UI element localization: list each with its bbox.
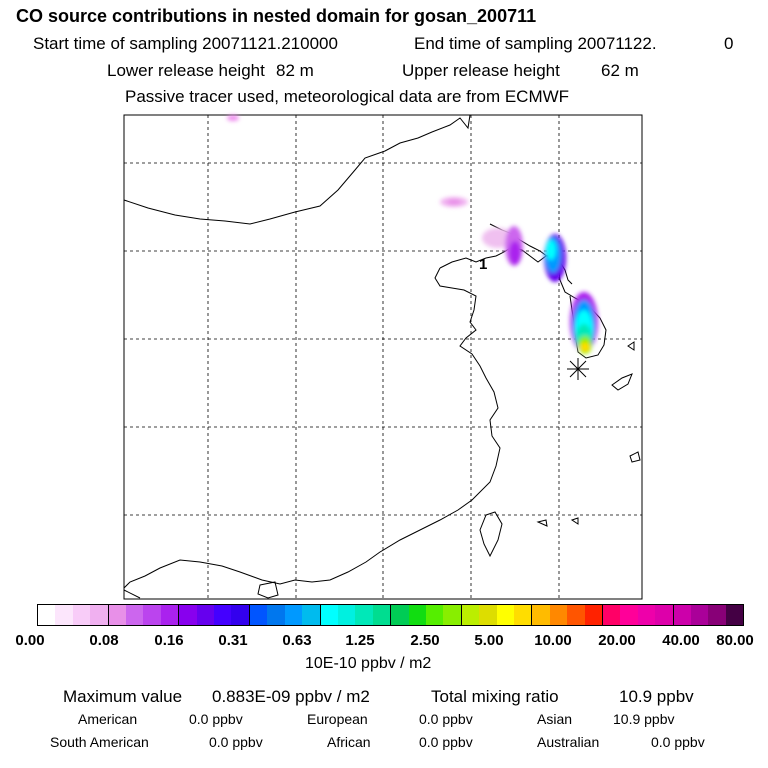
south-american-value: 0.0 ppbv xyxy=(209,734,263,750)
colorbar-swatch xyxy=(108,605,127,625)
colorbar-tick: 80.00 xyxy=(716,632,754,649)
colorbar-tick: 0.00 xyxy=(15,632,45,649)
grid-lines xyxy=(124,115,642,599)
colorbar-swatch xyxy=(532,605,550,625)
colorbar-swatch xyxy=(479,605,497,625)
colorbar-swatch xyxy=(461,605,480,625)
colorbar-swatch xyxy=(231,605,250,625)
end-time-value: 0 xyxy=(724,34,734,53)
colorbar-swatch xyxy=(637,605,656,625)
colorbar-swatch xyxy=(391,605,409,625)
colorbar-unit: 10E-10 ppbv / m2 xyxy=(305,655,432,672)
colorbar-swatch xyxy=(513,605,533,625)
colorbar-tick: 0.63 xyxy=(282,632,312,649)
source-region-label: 1 xyxy=(479,256,487,273)
european-label: European xyxy=(307,711,368,727)
colorbar-swatch xyxy=(160,605,180,625)
colorbar xyxy=(37,604,744,626)
colorbar-swatch xyxy=(725,605,744,625)
colorbar-swatch xyxy=(126,605,144,625)
colorbar-swatch xyxy=(214,605,232,625)
colorbar-swatch xyxy=(691,605,709,625)
colorbar-swatch xyxy=(584,605,603,625)
colorbar-swatch xyxy=(38,605,56,625)
colorbar-tick: 1.25 xyxy=(345,632,375,649)
colorbar-tick: 10.00 xyxy=(534,632,572,649)
upper-release-label: Upper release height xyxy=(402,61,560,80)
colorbar-swatch xyxy=(284,605,303,625)
african-label: African xyxy=(327,734,371,750)
european-value: 0.0 ppbv xyxy=(419,711,473,727)
colorbar-swatch xyxy=(408,605,426,625)
colorbar-swatch xyxy=(355,605,373,625)
south-american-label: South American xyxy=(50,734,149,750)
colorbar-swatch xyxy=(549,605,568,625)
asian-value: 10.9 ppbv xyxy=(613,711,675,727)
colorbar-swatch xyxy=(179,605,197,625)
tracer-note: Passive tracer used, meteorological data… xyxy=(125,87,570,106)
colorbar-swatch xyxy=(655,605,674,625)
colorbar-swatch xyxy=(196,605,215,625)
colorbar-swatch xyxy=(302,605,321,625)
tracer-plume xyxy=(227,115,598,354)
colorbar-swatch xyxy=(620,605,638,625)
colorbar-tick: 2.50 xyxy=(410,632,440,649)
colorbar-swatch xyxy=(337,605,356,625)
asian-label: Asian xyxy=(537,711,573,727)
colorbar-tick: 40.00 xyxy=(662,632,700,649)
australian-value: 0.0 ppbv xyxy=(651,734,705,750)
colorbar-swatch xyxy=(425,605,444,625)
colorbar-swatch xyxy=(72,605,91,625)
colorbar-swatch xyxy=(55,605,73,625)
colorbar-swatch xyxy=(320,605,338,625)
colorbar-swatch xyxy=(496,605,514,625)
receptor-marker xyxy=(567,358,589,380)
colorbar-tick: 0.08 xyxy=(89,632,119,649)
colorbar-swatch xyxy=(673,605,692,625)
colorbar-swatch xyxy=(372,605,392,625)
source-contribution-map: 1 xyxy=(123,114,643,600)
max-value: 0.883E-09 ppbv / m2 xyxy=(212,687,370,706)
colorbar-swatch xyxy=(567,605,585,625)
american-label: American xyxy=(78,711,138,727)
total-mixing-label: Total mixing ratio xyxy=(431,687,559,706)
colorbar-swatch xyxy=(708,605,726,625)
colorbar-swatch xyxy=(90,605,109,625)
map-title: CO source contributions in nested domain… xyxy=(16,6,537,26)
colorbar-swatch xyxy=(443,605,462,625)
australian-label: Australian xyxy=(537,734,600,750)
colorbar-swatch xyxy=(603,605,621,625)
lower-release-value: 82 m xyxy=(276,61,314,80)
lower-release-label: Lower release height xyxy=(107,61,265,80)
max-value-label: Maximum value xyxy=(63,687,183,706)
colorbar-tick: 0.16 xyxy=(154,632,184,649)
colorbar-tick: 5.00 xyxy=(474,632,504,649)
colorbar-swatch xyxy=(143,605,161,625)
start-time-label: Start time of sampling 20071121.210000 xyxy=(33,34,338,53)
colorbar-swatch xyxy=(249,605,268,625)
african-value: 0.0 ppbv xyxy=(419,734,473,750)
american-value: 0.0 ppbv xyxy=(189,711,243,727)
colorbar-swatch xyxy=(267,605,285,625)
upper-release-value: 62 m xyxy=(601,61,639,80)
colorbar-tick: 20.00 xyxy=(598,632,636,649)
total-mixing-value: 10.9 ppbv xyxy=(619,687,694,706)
colorbar-tick: 0.31 xyxy=(218,632,248,649)
end-time-label: End time of sampling 20071122. xyxy=(414,34,657,53)
